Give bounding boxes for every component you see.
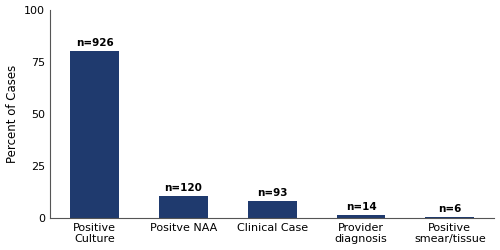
Text: n=6: n=6: [438, 204, 462, 214]
Bar: [248, 201, 296, 218]
Bar: [426, 217, 474, 218]
Bar: [159, 196, 208, 218]
Text: n=120: n=120: [164, 183, 202, 193]
Y-axis label: Percent of Cases: Percent of Cases: [6, 65, 18, 163]
Text: n=93: n=93: [257, 188, 288, 198]
Bar: [70, 52, 119, 218]
Text: n=926: n=926: [76, 38, 114, 48]
Bar: [336, 216, 386, 218]
Text: n=14: n=14: [346, 202, 376, 212]
